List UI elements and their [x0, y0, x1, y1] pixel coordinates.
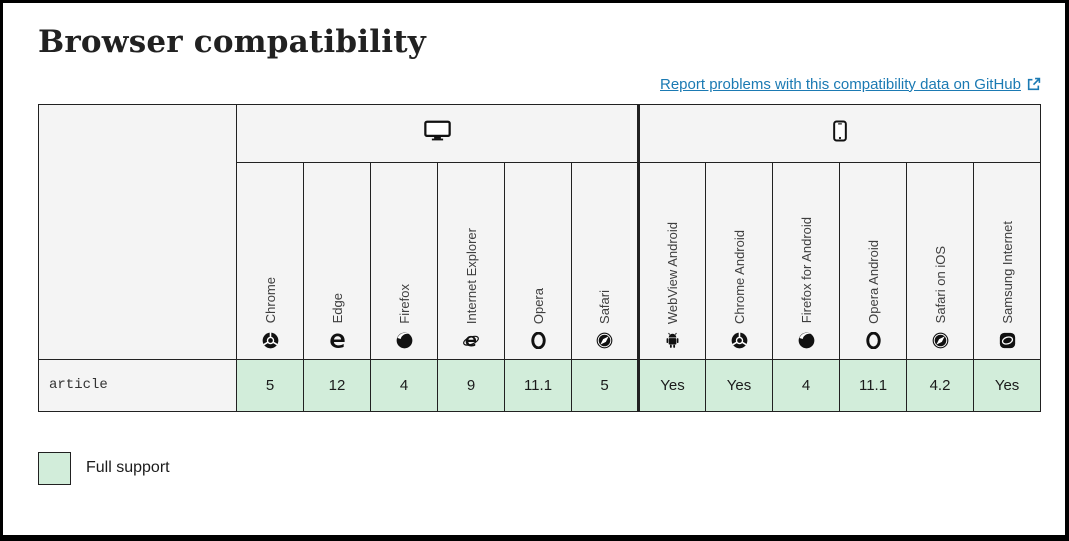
support-cell-firefox: 4 — [370, 358, 438, 412]
browser-label: Firefox — [396, 283, 412, 324]
browser-label: Edge — [329, 293, 345, 324]
col-header-webview-android: WebView Android — [637, 161, 707, 360]
col-header-firefox-android: Firefox for Android — [772, 161, 841, 360]
edge-icon — [329, 333, 345, 348]
col-header-chrome-android: Chrome Android — [705, 161, 774, 360]
report-problems-link[interactable]: Report problems with this compatibility … — [660, 76, 1041, 93]
legend: Full support — [38, 451, 1065, 485]
firefox-android-icon — [798, 332, 814, 349]
col-header-opera-android: Opera Android — [839, 161, 908, 360]
page-title: Browser compatibility — [38, 24, 426, 60]
report-problems-link-label: Report problems with this compatibility … — [660, 75, 1021, 93]
group-header-row — [38, 103, 1042, 360]
browser-label: Chrome — [262, 277, 278, 324]
desktop-group-header — [235, 103, 640, 163]
col-header-firefox: Firefox — [370, 161, 438, 360]
col-header-samsung-internet: Samsung Internet — [973, 161, 1042, 360]
webview-android-icon — [666, 332, 679, 348]
support-cell-edge: 12 — [303, 358, 371, 412]
col-header-edge: Edge — [303, 161, 371, 360]
browser-label: Samsung Internet — [999, 221, 1015, 324]
support-cell-chrome-android: Yes — [705, 358, 774, 412]
support-cell-chrome: 5 — [236, 358, 304, 412]
mobile-icon — [833, 120, 847, 142]
report-link-row: Report problems with this compatibility … — [3, 76, 1041, 94]
chrome-icon — [262, 332, 278, 349]
browser-label: Safari — [597, 289, 613, 324]
safari-icon — [596, 332, 613, 349]
browser-label: Chrome Android — [731, 229, 747, 324]
browser-header-row: Chrome Edge Firefox — [39, 161, 1042, 360]
support-cell-opera-android: 11.1 — [839, 358, 908, 412]
support-cell-firefox-android: 4 — [772, 358, 841, 412]
browser-label: Internet Explorer — [463, 227, 479, 324]
browser-label: Opera Android — [865, 239, 881, 324]
firefox-icon — [396, 332, 412, 349]
internet-explorer-icon — [463, 335, 479, 347]
col-header-safari-ios: Safari on iOS — [906, 161, 975, 360]
col-header-safari: Safari — [570, 161, 640, 360]
external-link-icon — [1027, 77, 1041, 90]
desktop-icon — [423, 120, 451, 141]
col-header-opera: Opera — [504, 161, 572, 360]
full-support-swatch — [38, 451, 71, 485]
chrome-android-icon — [731, 332, 747, 349]
support-cell-safari: 5 — [570, 358, 640, 412]
samsung-internet-icon — [999, 332, 1015, 348]
support-cell-webview-android: Yes — [637, 358, 707, 412]
opera-android-icon — [865, 331, 881, 349]
compat-table: Chrome Edge Firefox — [38, 103, 1042, 412]
browser-label: Opera — [530, 287, 546, 324]
support-cell-samsung-internet: Yes — [973, 358, 1042, 412]
support-cell-opera: 11.1 — [504, 358, 572, 412]
corner-cell — [38, 103, 237, 360]
col-header-chrome: Chrome — [236, 161, 304, 360]
support-cell-safari-ios: 4.2 — [906, 358, 975, 412]
mobile-group-header — [637, 103, 1042, 163]
opera-icon — [530, 331, 546, 349]
feature-name: article — [38, 358, 237, 412]
browser-label: Safari on iOS — [932, 246, 948, 324]
browser-label: WebView Android — [665, 221, 681, 324]
full-support-label: Full support — [86, 459, 170, 477]
support-cell-internet-explorer: 9 — [437, 358, 505, 412]
col-header-internet-explorer: Internet Explorer — [437, 161, 505, 360]
safari-ios-icon — [932, 332, 948, 349]
feature-row-article: article 5 12 4 9 11.1 5 Yes Yes 4 11.1 4… — [38, 358, 1042, 412]
browser-label: Firefox for Android — [798, 217, 814, 324]
